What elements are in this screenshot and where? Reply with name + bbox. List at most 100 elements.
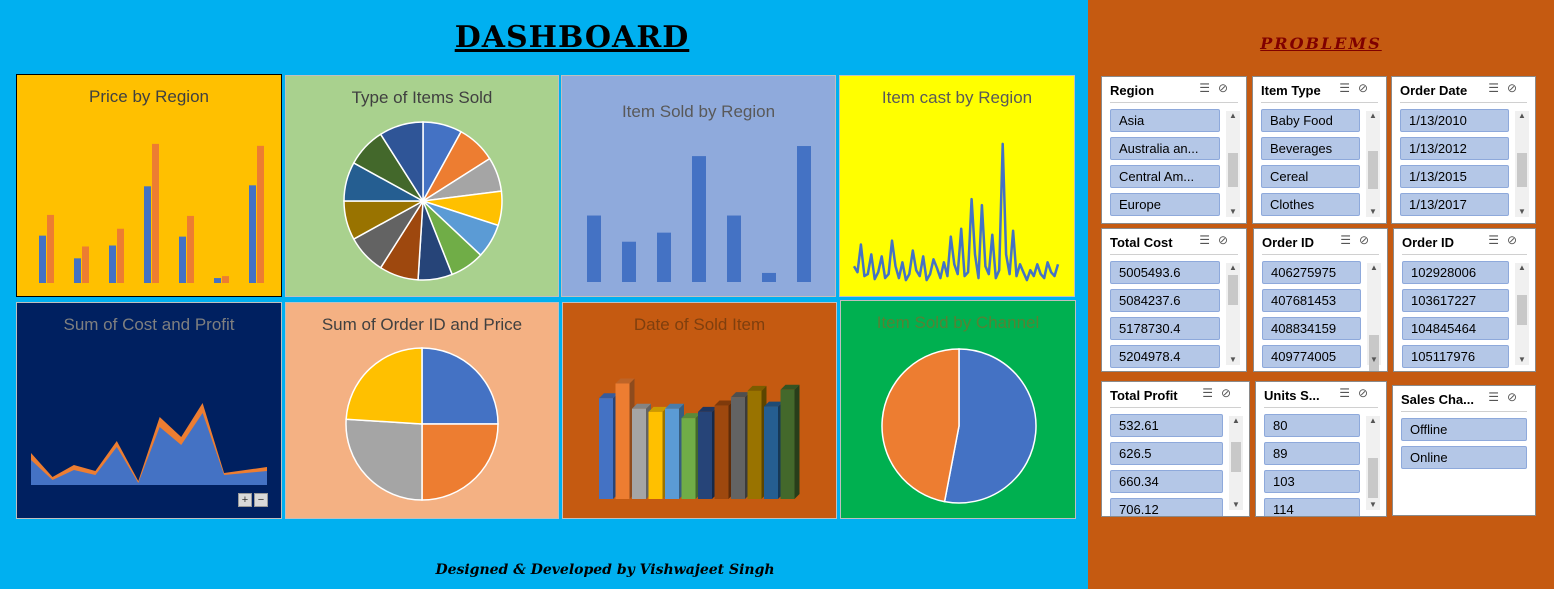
- slicer-order-id[interactable]: Order ID ☰⊘ 102928006 103617227 104845464 105…: [1393, 228, 1536, 372]
- slicer-item[interactable]: Central Am...: [1110, 165, 1220, 188]
- slicer-item[interactable]: 5204978.4: [1110, 345, 1220, 368]
- slicer-item[interactable]: Online: [1401, 446, 1527, 469]
- chart-date-of-sold-item[interactable]: Date of Sold Item: [562, 302, 837, 519]
- slicer-item[interactable]: 102928006: [1402, 261, 1509, 284]
- slicer-item[interactable]: 532.61: [1110, 414, 1223, 437]
- slicer-item[interactable]: Asia: [1110, 109, 1220, 132]
- slicer-item[interactable]: Baby Food: [1261, 109, 1360, 132]
- slicer-item[interactable]: 105117976: [1402, 345, 1509, 368]
- slicer-item[interactable]: 626.5: [1110, 442, 1223, 465]
- zoom-out-button[interactable]: −: [254, 493, 268, 507]
- slicer-item[interactable]: 103: [1264, 470, 1360, 493]
- slicer-scrollbar[interactable]: ▲ ▼: [1366, 111, 1380, 217]
- slicer-item[interactable]: 89: [1264, 442, 1360, 465]
- slicer-total-cost[interactable]: Total Cost ☰⊘ 5005493.6 5084237.6 5178730.4 5…: [1101, 228, 1247, 372]
- chart-price-by-region[interactable]: Price by Region: [16, 74, 282, 297]
- scroll-thumb[interactable]: [1369, 335, 1379, 371]
- slicer-item[interactable]: Cereal: [1261, 165, 1360, 188]
- chart-item-cast-by-region[interactable]: Item cast by Region: [839, 75, 1075, 297]
- slicer-item[interactable]: 1/13/2012: [1400, 137, 1509, 160]
- slicer-item-type[interactable]: Item Type ☰⊘ Baby Food Beverages Cereal Cloth…: [1252, 76, 1387, 224]
- slicer-item[interactable]: 104845464: [1402, 317, 1509, 340]
- slicer-multiselect-clear-icons[interactable]: ☰⊘: [1339, 386, 1376, 400]
- scroll-up-icon[interactable]: ▲: [1518, 111, 1526, 120]
- slicer-scrollbar[interactable]: ▲ ▼: [1226, 263, 1240, 365]
- slicer-item[interactable]: Europe: [1110, 193, 1220, 216]
- slicer-multiselect-clear-icons[interactable]: ☰⊘: [1488, 233, 1525, 247]
- slicer-item[interactable]: 103617227: [1402, 289, 1509, 312]
- slicer-item[interactable]: 5005493.6: [1110, 261, 1220, 284]
- slicer-item[interactable]: Beverages: [1261, 137, 1360, 160]
- slicer-item[interactable]: Offline: [1401, 418, 1527, 441]
- slicer-order-id[interactable]: Order ID ☰⊘ 406275975 407681453 408834159 409…: [1253, 228, 1388, 372]
- slicer-item[interactable]: Australia an...: [1110, 137, 1220, 160]
- scroll-thumb[interactable]: [1368, 458, 1378, 498]
- chart-item-sold-by-region[interactable]: Item Sold by Region: [561, 75, 836, 297]
- scroll-up-icon[interactable]: ▲: [1229, 111, 1237, 120]
- slicer-sales-cha[interactable]: Sales Cha... ☰⊘ Offline Online: [1392, 385, 1536, 516]
- zoom-in-button[interactable]: +: [238, 493, 252, 507]
- bar-top: [747, 385, 767, 391]
- problems-title: PROBLEMS: [1260, 34, 1382, 53]
- bar-top: [764, 401, 783, 407]
- scroll-down-icon[interactable]: ▼: [1229, 207, 1237, 216]
- chart-item-sold-by-channel[interactable]: Item Sold by Channel: [840, 300, 1076, 519]
- slicer-item[interactable]: 406275975: [1262, 261, 1361, 284]
- scroll-down-icon[interactable]: ▼: [1370, 355, 1378, 364]
- scroll-down-icon[interactable]: ▼: [1232, 500, 1240, 509]
- slicer-scrollbar[interactable]: ▲ ▼: [1515, 263, 1529, 365]
- slicer-item[interactable]: 80: [1264, 414, 1360, 437]
- slicer-item[interactable]: 1/13/2017: [1400, 193, 1509, 216]
- chart-sum-cost-profit[interactable]: Sum of Cost and Profit: [16, 302, 282, 519]
- slicer-header: Item Type: [1261, 83, 1321, 98]
- slicer-units-s[interactable]: Units S... ☰⊘ 80 89 103 114 ▲ ▼: [1255, 381, 1387, 517]
- scroll-up-icon[interactable]: ▲: [1229, 263, 1237, 272]
- scroll-down-icon[interactable]: ▼: [1518, 355, 1526, 364]
- slicer-multiselect-clear-icons[interactable]: ☰⊘: [1488, 81, 1525, 95]
- slicer-item[interactable]: 5178730.4: [1110, 317, 1220, 340]
- slicer-multiselect-clear-icons[interactable]: ☰⊘: [1488, 390, 1525, 404]
- scroll-up-icon[interactable]: ▲: [1232, 416, 1240, 425]
- slicer-multiselect-clear-icons[interactable]: ☰⊘: [1199, 233, 1236, 247]
- scroll-thumb[interactable]: [1228, 153, 1238, 187]
- slicer-multiselect-clear-icons[interactable]: ☰⊘: [1202, 386, 1239, 400]
- slicer-item[interactable]: 114: [1264, 498, 1360, 516]
- slicer-scrollbar[interactable]: ▲ ▼: [1229, 416, 1243, 510]
- slicer-scrollbar[interactable]: ▲ ▼: [1515, 111, 1529, 217]
- scroll-down-icon[interactable]: ▼: [1369, 500, 1377, 509]
- scroll-down-icon[interactable]: ▼: [1518, 207, 1526, 216]
- slicer-item[interactable]: 1/13/2015: [1400, 165, 1509, 188]
- chart-sum-orderid-price[interactable]: Sum of Order ID and Price: [285, 302, 559, 519]
- slicer-item[interactable]: 5084237.6: [1110, 289, 1220, 312]
- chart-type-of-items-sold[interactable]: Type of Items Sold: [285, 75, 559, 297]
- scroll-up-icon[interactable]: ▲: [1369, 111, 1377, 120]
- slicer-item[interactable]: 1/13/2010: [1400, 109, 1509, 132]
- scroll-thumb[interactable]: [1368, 151, 1378, 189]
- slicer-multiselect-clear-icons[interactable]: ☰⊘: [1339, 81, 1376, 95]
- bar: [665, 408, 679, 499]
- scroll-down-icon[interactable]: ▼: [1369, 207, 1377, 216]
- slicer-multiselect-clear-icons[interactable]: ☰⊘: [1340, 233, 1377, 247]
- slicer-item[interactable]: Clothes: [1261, 193, 1360, 216]
- scroll-up-icon[interactable]: ▲: [1518, 263, 1526, 272]
- slicer-scrollbar[interactable]: ▲ ▼: [1226, 111, 1240, 217]
- slicer-item[interactable]: 706.12: [1110, 498, 1223, 516]
- scroll-thumb[interactable]: [1517, 295, 1527, 325]
- slicer-item[interactable]: 409774005: [1262, 345, 1361, 368]
- slicer-order-date[interactable]: Order Date ☰⊘ 1/13/2010 1/13/2012 1/13/2015 1…: [1391, 76, 1536, 224]
- bar: [727, 215, 741, 282]
- slicer-region[interactable]: Region ☰⊘ Asia Australia an... Central Am...…: [1101, 76, 1247, 224]
- slicer-item[interactable]: 660.34: [1110, 470, 1223, 493]
- slicer-item[interactable]: 408834159: [1262, 317, 1361, 340]
- slicer-item[interactable]: 407681453: [1262, 289, 1361, 312]
- slicer-multiselect-clear-icons[interactable]: ☰⊘: [1199, 81, 1236, 95]
- scroll-thumb[interactable]: [1517, 153, 1527, 187]
- scroll-up-icon[interactable]: ▲: [1369, 416, 1377, 425]
- slicer-scrollbar[interactable]: ▲ ▼: [1367, 263, 1381, 371]
- scroll-up-icon[interactable]: ▲: [1370, 263, 1378, 272]
- scroll-down-icon[interactable]: ▼: [1229, 355, 1237, 364]
- slicer-total-profit[interactable]: Total Profit ☰⊘ 532.61 626.5 660.34 706.12 ▲ ▼: [1101, 381, 1250, 517]
- scroll-thumb[interactable]: [1231, 442, 1241, 472]
- scroll-thumb[interactable]: [1228, 275, 1238, 305]
- slicer-scrollbar[interactable]: ▲ ▼: [1366, 416, 1380, 510]
